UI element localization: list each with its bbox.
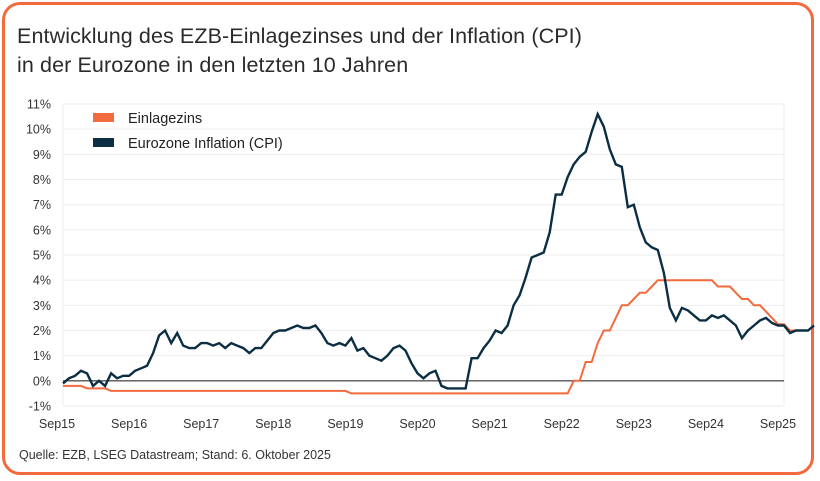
x-tick-label: Sep22 [544,417,580,431]
y-axis-ticks: -1% 0% 1% 2% 3% 4% 5% 6% 7% 8% 9% 10% 11% [26,98,51,414]
x-tick-label: Sep20 [399,417,435,431]
y-tick-label: -1% [29,400,51,414]
x-axis-ticks: Sep15 Sep16 Sep17 Sep18 Sep19 Sep20 Sep21 Sep22… [39,417,796,431]
x-tick-label: Sep24 [688,417,724,431]
y-tick-label: 5% [33,249,51,263]
series-line-inflation [62,110,815,390]
x-tick-label: Sep21 [472,417,508,431]
x-tick-label: Sep18 [255,417,291,431]
series-line-einlagezins [63,279,808,395]
chart-title: Entwicklung des EZB-Einlagezinses und de… [17,22,582,80]
y-tick-label: 4% [33,274,51,288]
legend-label-einlagezins: Einlagezins [128,111,202,127]
y-tick-label: 7% [33,198,51,212]
chart-title-line-1: Entwicklung des EZB-Einlagezinses und de… [17,24,582,48]
legend-swatch-inflation [93,138,114,147]
y-tick-label: 1% [33,349,51,363]
chart-card [2,2,814,475]
y-tick-label: 3% [33,299,51,313]
y-tick-label: 10% [26,123,51,137]
y-tick-label: 8% [33,173,51,187]
x-tick-label: Sep19 [327,417,363,431]
source-note: Quelle: EZB, LSEG Datastream; Stand: 6. … [19,448,331,462]
x-tick-label: Sep16 [111,417,147,431]
grid-lines [62,103,785,407]
x-tick-label: Sep15 [39,417,75,431]
series-lines [62,110,815,395]
x-tick-label: Sep17 [183,417,219,431]
legend: Einlagezins Eurozone Inflation (CPI) [93,111,283,152]
chart-title-line-2: in der Eurozone in den letzten 10 Jahren [17,53,409,77]
x-tick-label: Sep23 [616,417,652,431]
y-tick-label: 9% [33,148,51,162]
y-tick-label: 6% [33,223,51,237]
y-tick-label: 11% [27,98,51,112]
y-tick-label: 0% [33,374,51,388]
x-tick-label: Sep25 [760,417,796,431]
legend-label-inflation: Eurozone Inflation (CPI) [128,136,283,152]
y-tick-label: 2% [33,324,51,338]
legend-swatch-einlagezins [93,113,114,122]
